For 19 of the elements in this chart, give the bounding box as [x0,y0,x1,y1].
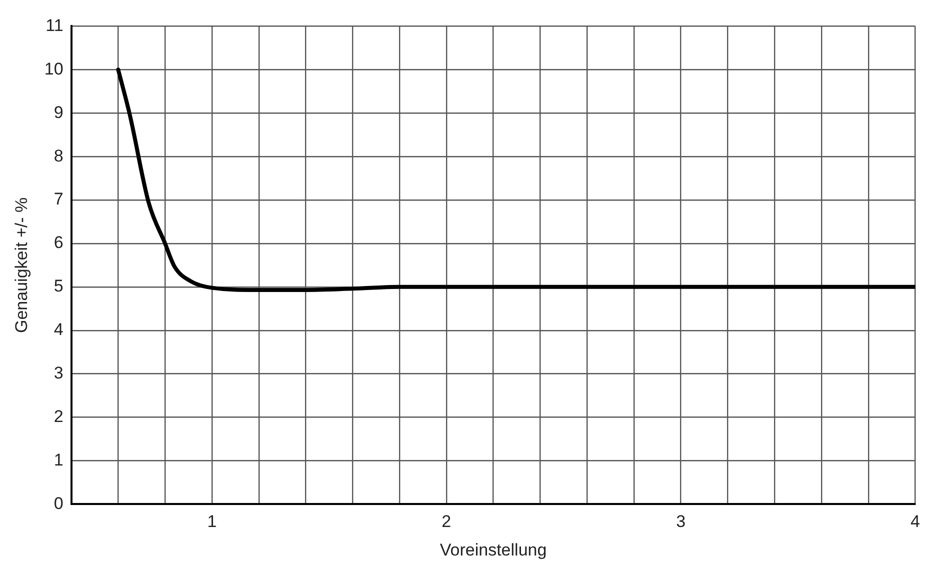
x-axis-title: Voreinstellung [440,540,547,560]
y-tick-label: 3 [54,364,64,383]
y-tick-label: 2 [54,406,64,426]
y-axis-title: Genauigkeit +/- % [12,197,31,334]
y-tick-label: 1 [54,450,64,470]
x-tick-label: 3 [676,512,686,532]
y-tick-label: 4 [54,320,64,340]
y-tick-label: 11 [46,16,64,35]
y-tick-label: 7 [54,190,64,209]
y-tick-label: 0 [54,494,64,513]
line-series [116,68,916,292]
x-tick-label: 1 [207,512,217,532]
x-tick-label: 4 [910,512,920,532]
x-tick-label: 2 [442,512,452,532]
y-tick-label: 5 [54,276,64,296]
y-tick-label: 9 [54,102,64,122]
y-tick-label: 6 [54,233,64,252]
y-tick-label: 10 [44,59,64,78]
y-tick-label: 8 [54,146,64,166]
